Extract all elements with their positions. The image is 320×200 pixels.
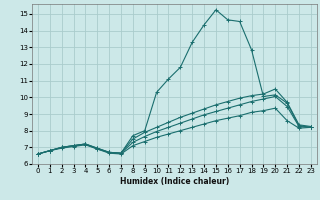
X-axis label: Humidex (Indice chaleur): Humidex (Indice chaleur) (120, 177, 229, 186)
